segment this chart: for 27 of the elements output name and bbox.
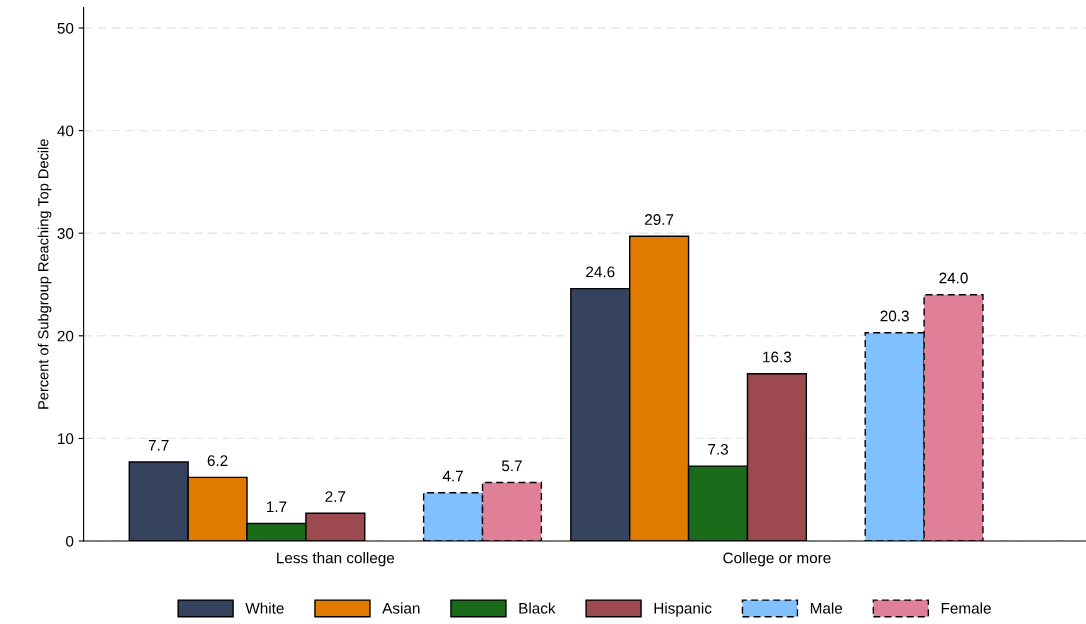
legend-label: Hispanic [654,602,712,617]
legend-label: Asian [382,602,420,614]
y-tick-label: 50 [57,22,74,34]
x-tick-label: College or more [723,552,831,567]
legend-label: White [245,602,284,614]
data-label: 4.7 [442,470,463,482]
legend-label: Male [810,602,843,614]
data-label: 5.7 [501,460,522,472]
y-tick-label: 0 [66,535,74,547]
y-tick-label: 30 [57,228,74,239]
x-tick-label: Less than college [277,552,395,567]
data-label: 16.3 [763,351,792,363]
data-label: 6.2 [207,455,228,467]
legend-label: Black [519,602,556,614]
data-label: 29.7 [645,214,674,225]
data-label: 7.3 [708,443,728,455]
data-label: 1.7 [266,501,287,513]
data-label: 20.3 [880,310,909,322]
data-label: 24.6 [586,266,615,278]
data-label: 7.7 [148,439,169,451]
legend-label: Female [941,602,991,614]
y-tick-label: 10 [58,433,74,445]
y-tick-label: 40 [57,125,74,137]
data-label: 2.7 [325,491,346,502]
y-axis-title: Percent of Subgroup Reaching Top Decile [37,139,52,409]
y-tick-label: 20 [57,330,74,342]
data-label: 24.0 [939,272,968,284]
